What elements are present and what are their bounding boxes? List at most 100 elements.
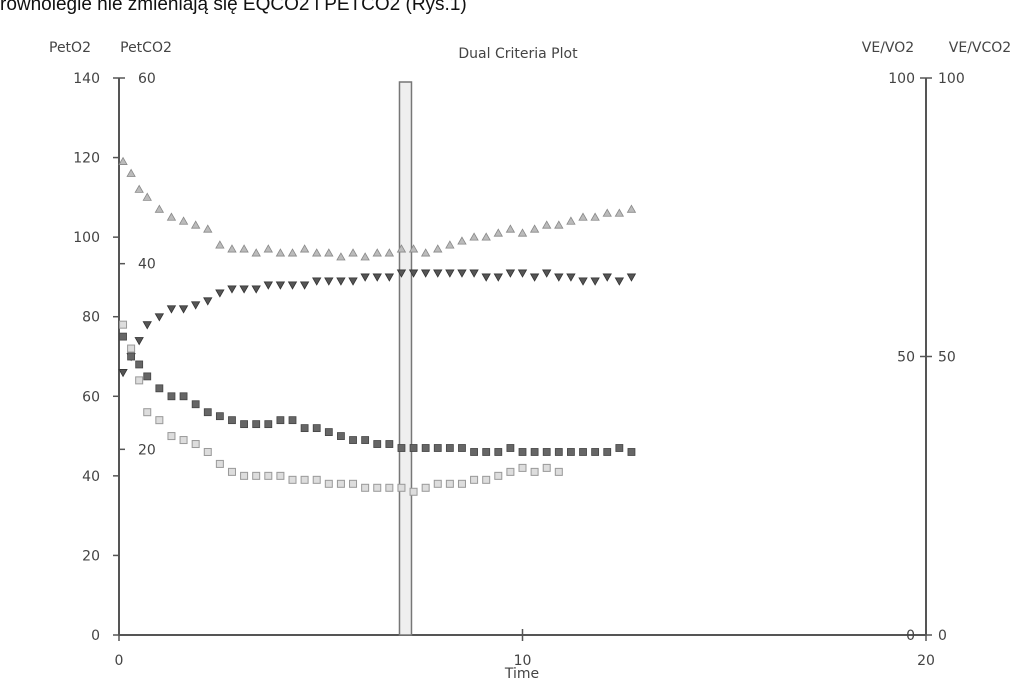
data-point <box>590 212 600 221</box>
data-point <box>275 248 286 257</box>
data-point <box>312 475 321 484</box>
data-point <box>445 269 455 278</box>
data-point <box>409 444 418 452</box>
data-point <box>240 471 249 480</box>
data-point <box>518 463 527 472</box>
x-tick-label: 20 <box>917 653 935 669</box>
data-point <box>554 273 564 282</box>
data-point <box>408 269 419 278</box>
data-point <box>142 192 152 201</box>
data-point <box>179 392 188 401</box>
data-point <box>506 444 515 452</box>
data-point <box>542 220 552 229</box>
data-point <box>203 447 212 456</box>
data-point <box>190 301 201 310</box>
data-point <box>433 444 442 452</box>
data-point <box>626 273 637 282</box>
data-point <box>228 416 236 425</box>
data-point <box>615 444 624 452</box>
peto2-tick-label: 20 <box>82 548 100 564</box>
data-point <box>154 204 165 213</box>
x-tick-label: 10 <box>514 653 532 669</box>
peto2-tick-label: 0 <box>91 628 100 644</box>
data-point <box>135 360 144 369</box>
data-point <box>336 277 346 286</box>
data-point <box>529 273 540 282</box>
data-point <box>191 440 200 449</box>
data-point <box>542 448 551 456</box>
data-point <box>457 269 467 278</box>
data-point <box>627 448 636 456</box>
data-point <box>300 424 309 433</box>
data-point <box>578 277 588 286</box>
petco2-tick-label: 40 <box>138 257 156 273</box>
chart-title: Dual Criteria Plot <box>458 46 578 62</box>
data-point <box>590 277 600 286</box>
data-point <box>361 483 370 492</box>
data-point <box>373 483 382 492</box>
data-point <box>191 400 200 409</box>
data-point <box>372 273 382 282</box>
data-point <box>143 372 152 381</box>
data-point <box>408 244 419 253</box>
data-point <box>530 467 539 476</box>
data-point <box>324 248 334 257</box>
data-point <box>494 471 503 480</box>
left-axis-label-petco2: PetCO2 <box>120 40 172 56</box>
data-point <box>542 463 551 472</box>
data-point <box>579 448 587 456</box>
data-point <box>554 467 563 476</box>
data-point <box>312 248 322 257</box>
data-point <box>385 483 394 492</box>
data-point <box>299 281 310 290</box>
data-point <box>239 244 249 253</box>
data-point <box>603 448 612 456</box>
data-point <box>300 475 309 484</box>
data-point <box>167 432 176 441</box>
data-point <box>530 448 539 456</box>
x-tick-label: 0 <box>115 653 124 669</box>
data-point <box>337 432 345 440</box>
right-axis-label-vevo2: VE/VO2 <box>862 40 914 56</box>
data-point <box>227 467 236 476</box>
data-point <box>505 269 516 278</box>
data-point <box>554 448 563 456</box>
data-point <box>469 232 479 241</box>
data-point <box>602 208 612 217</box>
peto2-tick-label: 100 <box>73 230 100 246</box>
vevo2-tick-label: 50 <box>897 350 915 366</box>
data-point <box>215 289 225 298</box>
data-point <box>614 208 625 217</box>
petco2-tick-label: 60 <box>138 71 156 87</box>
vevco2-tick-label: 50 <box>938 350 956 366</box>
data-point <box>287 248 298 257</box>
data-point <box>348 248 358 257</box>
data-point <box>384 273 395 282</box>
data-point <box>312 424 321 433</box>
data-point <box>336 252 346 261</box>
data-point <box>360 252 370 261</box>
data-point <box>529 224 540 233</box>
data-point <box>433 479 442 488</box>
data-point <box>420 269 431 278</box>
data-point <box>227 285 237 294</box>
data-point <box>602 273 612 282</box>
data-point <box>349 479 358 488</box>
data-point <box>275 281 286 290</box>
data-point <box>203 297 213 306</box>
data-point <box>134 184 144 193</box>
data-point <box>178 216 189 225</box>
data-point <box>263 244 273 253</box>
data-point <box>445 240 455 249</box>
data-point <box>482 448 491 456</box>
data-point <box>457 236 467 245</box>
vevco2-tick-label: 0 <box>938 628 947 644</box>
data-point <box>118 369 128 378</box>
data-point <box>276 471 285 480</box>
data-point <box>263 281 273 290</box>
data-point <box>154 313 165 322</box>
data-point <box>179 436 188 445</box>
data-point <box>251 248 261 257</box>
data-point <box>517 228 528 237</box>
data-point <box>361 436 370 444</box>
